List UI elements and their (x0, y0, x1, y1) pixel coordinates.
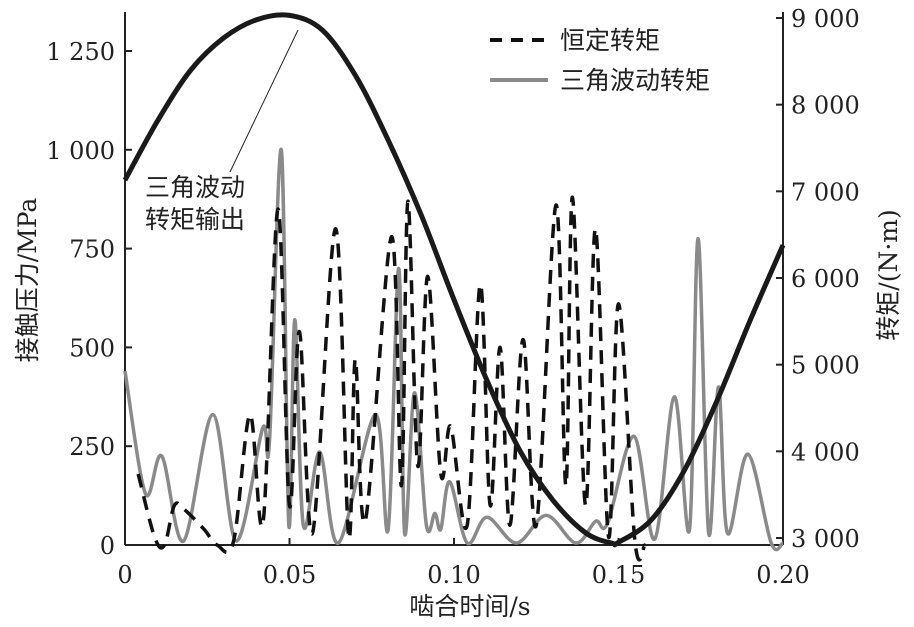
y-left-tick-label: 250 (69, 433, 115, 461)
y-right-tick-label: 6 000 (791, 265, 860, 293)
y-right-tick-label: 9 000 (791, 5, 860, 33)
x-tick-label: 0.20 (756, 561, 809, 589)
x-tick-label: 0.05 (263, 561, 316, 589)
ticks: 0 0.05 0.10 0.15 0.20 0 250 500 750 1 000 1 250 3 0… (46, 5, 859, 589)
x-tick-label: 0.15 (592, 561, 645, 589)
legend-label-constant-torque: 恒定转矩 (560, 26, 660, 55)
annotation-line-2: 转矩输出 (145, 205, 245, 234)
annotation-leader-line (229, 29, 299, 173)
legend-label-triangular-torque: 三角波动转矩 (560, 66, 710, 95)
y-right-tick-label: 4 000 (791, 438, 860, 466)
x-tick-label: 0 (117, 561, 132, 589)
y-right-tick-label: 7 000 (791, 178, 860, 206)
series-line-triangular-torque (123, 148, 785, 552)
y-left-tick-label: 1 000 (46, 137, 115, 165)
x-axis-label: 啮合时间/s (409, 592, 530, 621)
legend: 恒定转矩 三角波动转矩 (490, 26, 710, 95)
y-left-axis-label: 接触压力/MPa (13, 198, 42, 363)
series-line-constant-torque (136, 195, 647, 562)
y-left-tick-label: 1 250 (46, 38, 115, 66)
y-right-tick-label: 5 000 (791, 352, 860, 380)
y-right-axis-label: 转矩/(N·m) (874, 209, 903, 340)
annotation-line-1: 三角波动 (145, 173, 245, 202)
x-tick-label: 0.10 (427, 561, 480, 589)
y-right-tick-label: 3 000 (791, 525, 860, 553)
y-right-tick-label: 8 000 (791, 92, 860, 120)
series-group (122, 12, 786, 562)
y-left-tick-label: 0 (100, 532, 115, 560)
series-line-torque-output (122, 12, 786, 548)
y-left-tick-label: 500 (69, 334, 115, 362)
y-left-tick-label: 750 (69, 236, 115, 264)
